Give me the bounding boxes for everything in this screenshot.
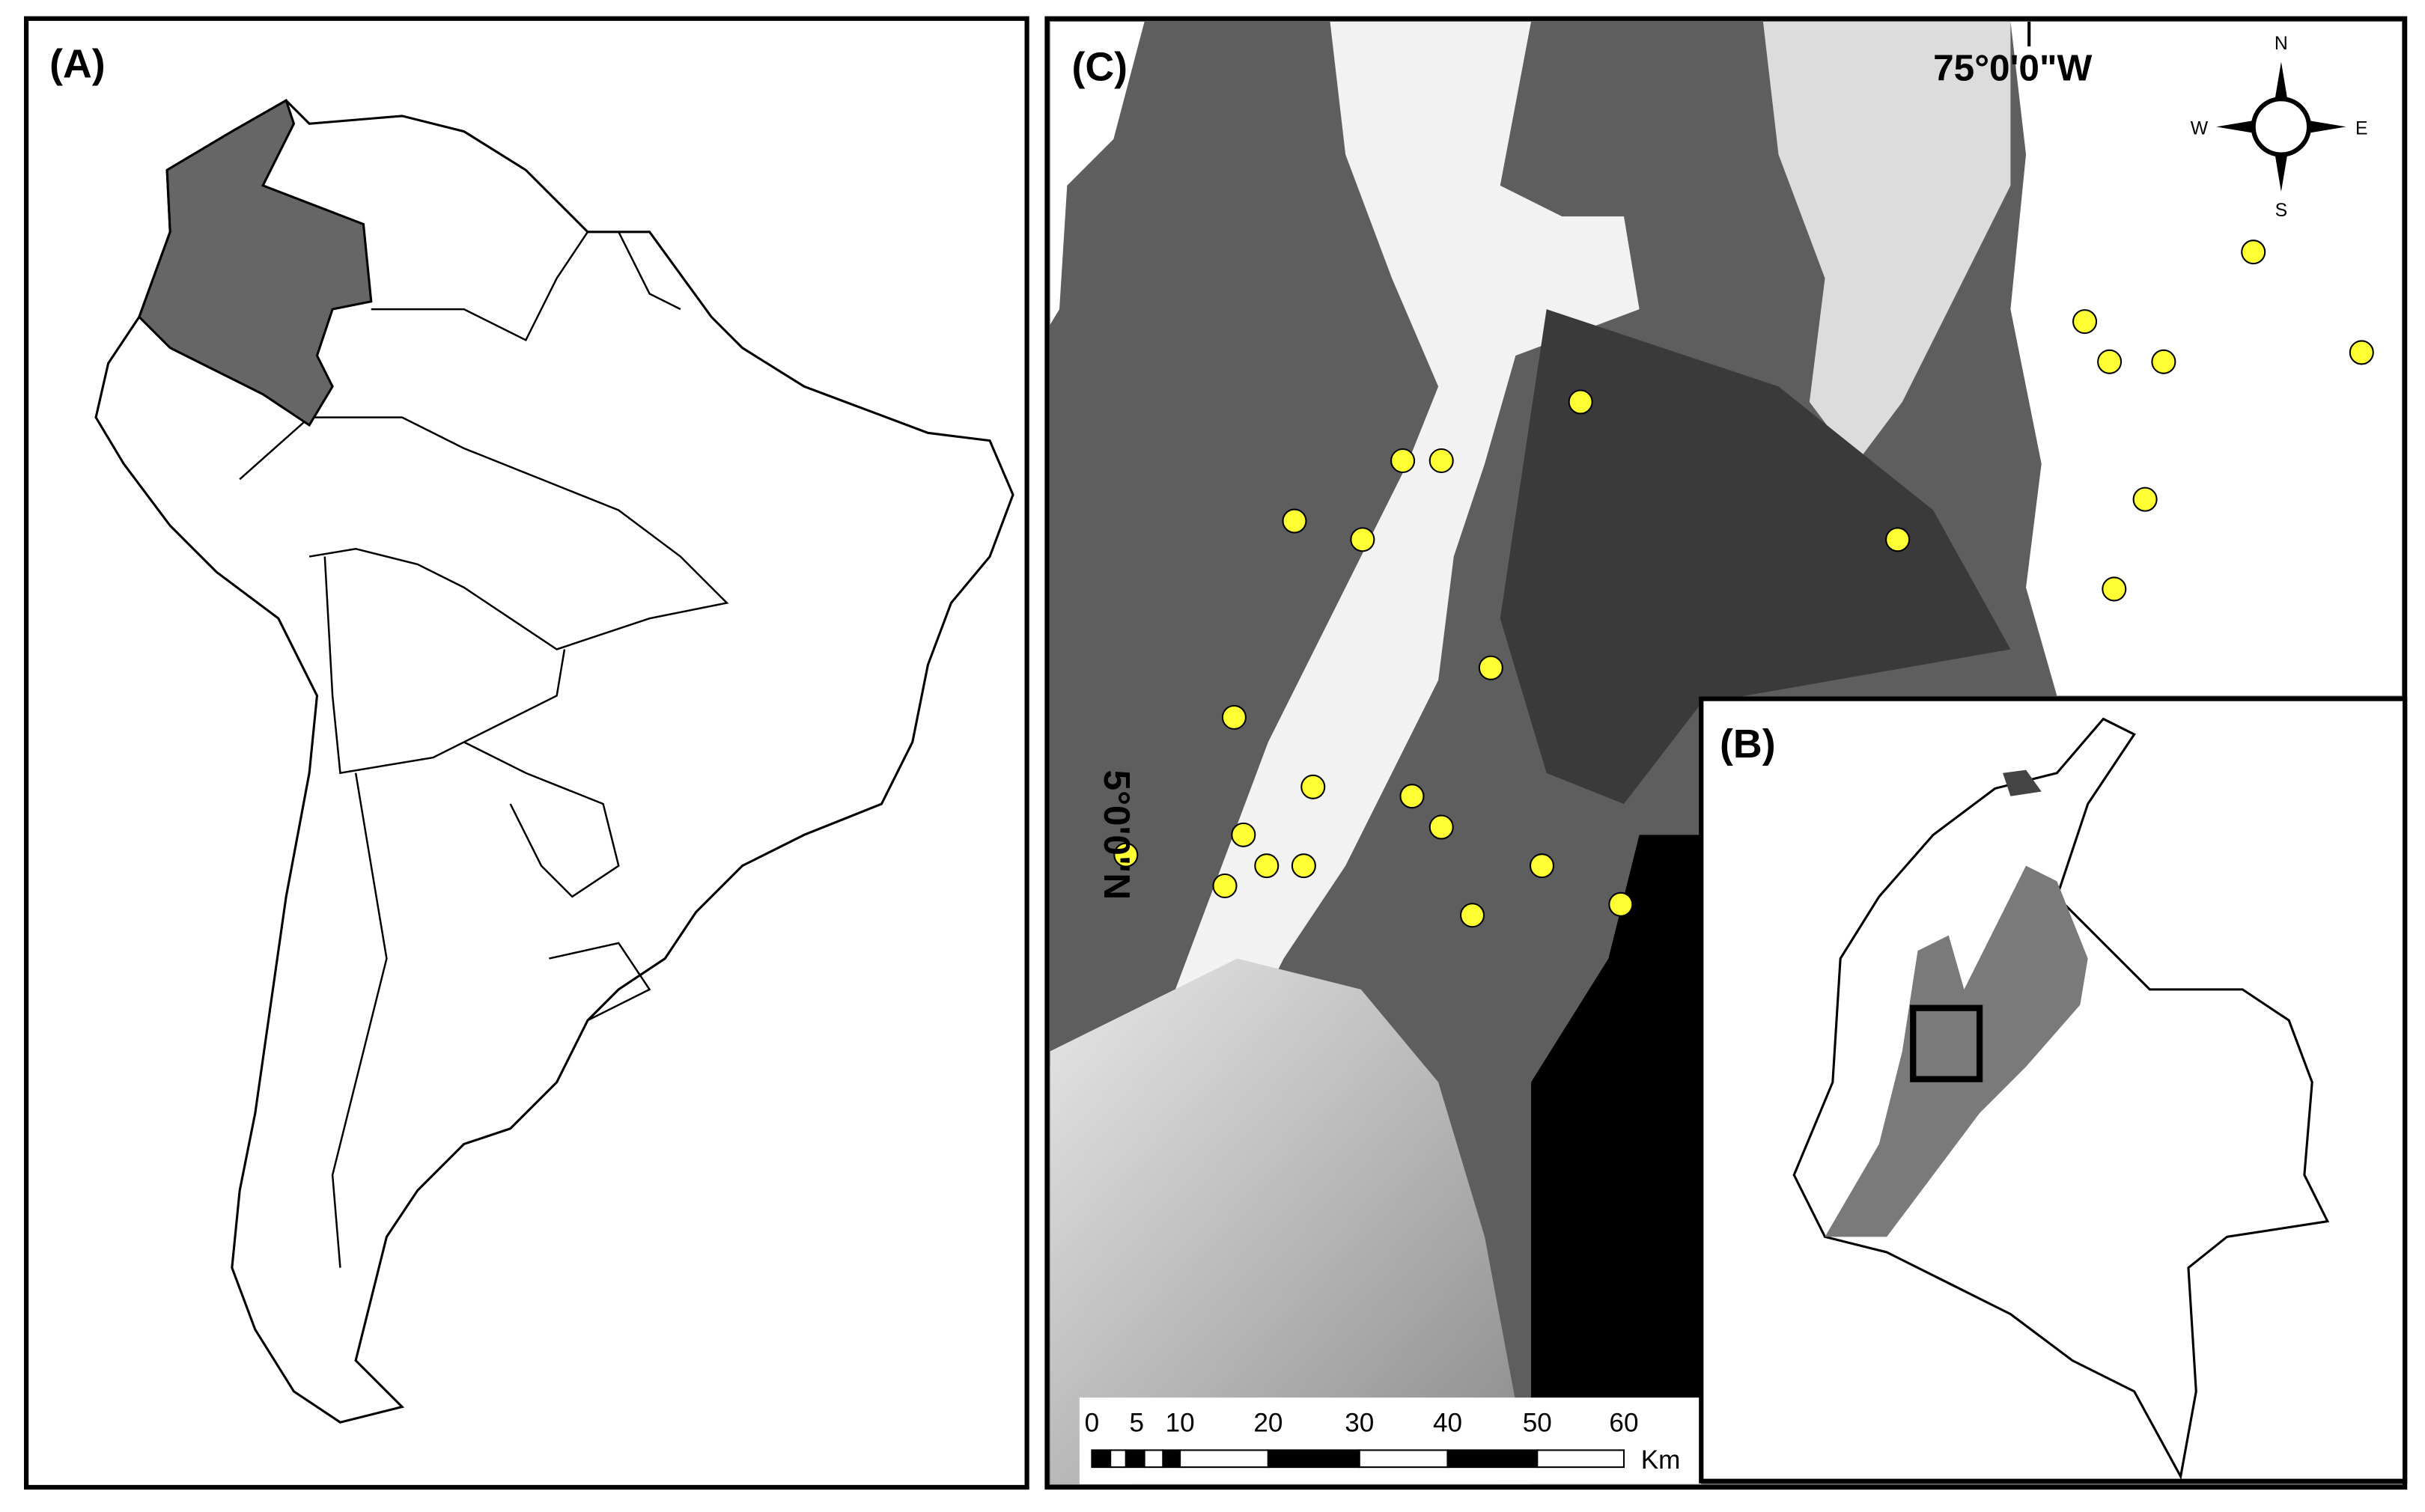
sample-site — [1291, 853, 1316, 879]
terrain — [1762, 21, 2011, 464]
scale-segment — [1143, 1449, 1164, 1469]
sample-site — [1608, 891, 1634, 917]
scale-label: 40 — [1433, 1409, 1462, 1438]
scale-bar: 0 5 10 20 30 40 50 60 — [1085, 1409, 1639, 1469]
compass: N S E W — [2191, 34, 2368, 221]
sample-site — [2102, 576, 2127, 602]
scale-segment — [1446, 1449, 1539, 1469]
sample-site — [1478, 655, 1503, 680]
relief — [2003, 769, 2042, 796]
scale-segment — [1267, 1449, 1360, 1469]
colombia-outline — [1792, 717, 2330, 1481]
terrain — [1500, 309, 2011, 805]
longitude-label: 75°0'0"W — [1933, 46, 2092, 88]
scale-label: 10 — [1166, 1409, 1195, 1438]
sample-site — [1282, 508, 1307, 534]
scale-label: 5 — [1130, 1409, 1145, 1438]
sample-site — [2072, 309, 2098, 335]
compass-label: E — [2355, 119, 2368, 139]
terrain — [2010, 21, 2403, 696]
sample-site — [1390, 448, 1416, 474]
sample-site — [1231, 822, 1256, 847]
sample-site — [1885, 527, 1911, 552]
andes-relief — [1825, 865, 2088, 1237]
sample-site — [1212, 873, 1238, 899]
sample-site — [2132, 487, 2158, 512]
panel-label: (B) — [1720, 722, 1776, 766]
sample-site — [1399, 784, 1425, 809]
sample-site — [2097, 349, 2123, 374]
panel-label: (A) — [49, 41, 106, 86]
scale-label: 0 — [1085, 1409, 1100, 1438]
sample-site — [2151, 349, 2176, 374]
panel-label: (C) — [1072, 44, 1128, 89]
scale-label: 60 — [1609, 1409, 1638, 1438]
scale-segment — [1536, 1449, 1625, 1469]
sample-site — [1113, 842, 1139, 868]
panel-a: (A) — [24, 16, 1029, 1490]
scale-label: 50 — [1523, 1409, 1552, 1438]
sample-site — [2349, 340, 2374, 365]
sample-site — [1350, 527, 1375, 552]
scale-label: 30 — [1345, 1409, 1374, 1438]
terrain — [1050, 958, 1532, 1484]
compass-label: N — [2275, 34, 2288, 54]
sample-site — [1460, 903, 1485, 928]
terrain — [1050, 21, 1145, 325]
compass-label: S — [2275, 201, 2288, 221]
sample-site — [1428, 448, 1454, 474]
sample-site — [1300, 774, 1326, 799]
latitude-label: 5°0'0"N — [1096, 770, 1138, 900]
sample-site — [1254, 853, 1280, 879]
scale-segment — [1110, 1449, 1127, 1469]
sample-site — [2241, 240, 2266, 265]
south-america — [94, 99, 1014, 1424]
scale-segment — [1179, 1449, 1269, 1469]
panel-b: (B) — [1699, 696, 2408, 1484]
compass-label: W — [2191, 119, 2209, 139]
sample-site — [1428, 814, 1454, 840]
study-area-box — [1910, 1005, 1983, 1082]
scale-segment — [1162, 1449, 1181, 1469]
sample-site — [1568, 389, 1593, 415]
scale-segment — [1358, 1449, 1449, 1469]
sample-site — [1529, 853, 1555, 879]
scale-segment — [1091, 1449, 1112, 1469]
scale-background — [1079, 1397, 1702, 1484]
terrain — [1531, 835, 1702, 1484]
scale-label: 20 — [1253, 1409, 1283, 1438]
sample-site — [1221, 704, 1247, 730]
borders — [239, 231, 729, 1268]
scale-segment — [1125, 1449, 1145, 1469]
colombia — [138, 98, 373, 427]
scale-unit: Km — [1641, 1445, 1681, 1475]
